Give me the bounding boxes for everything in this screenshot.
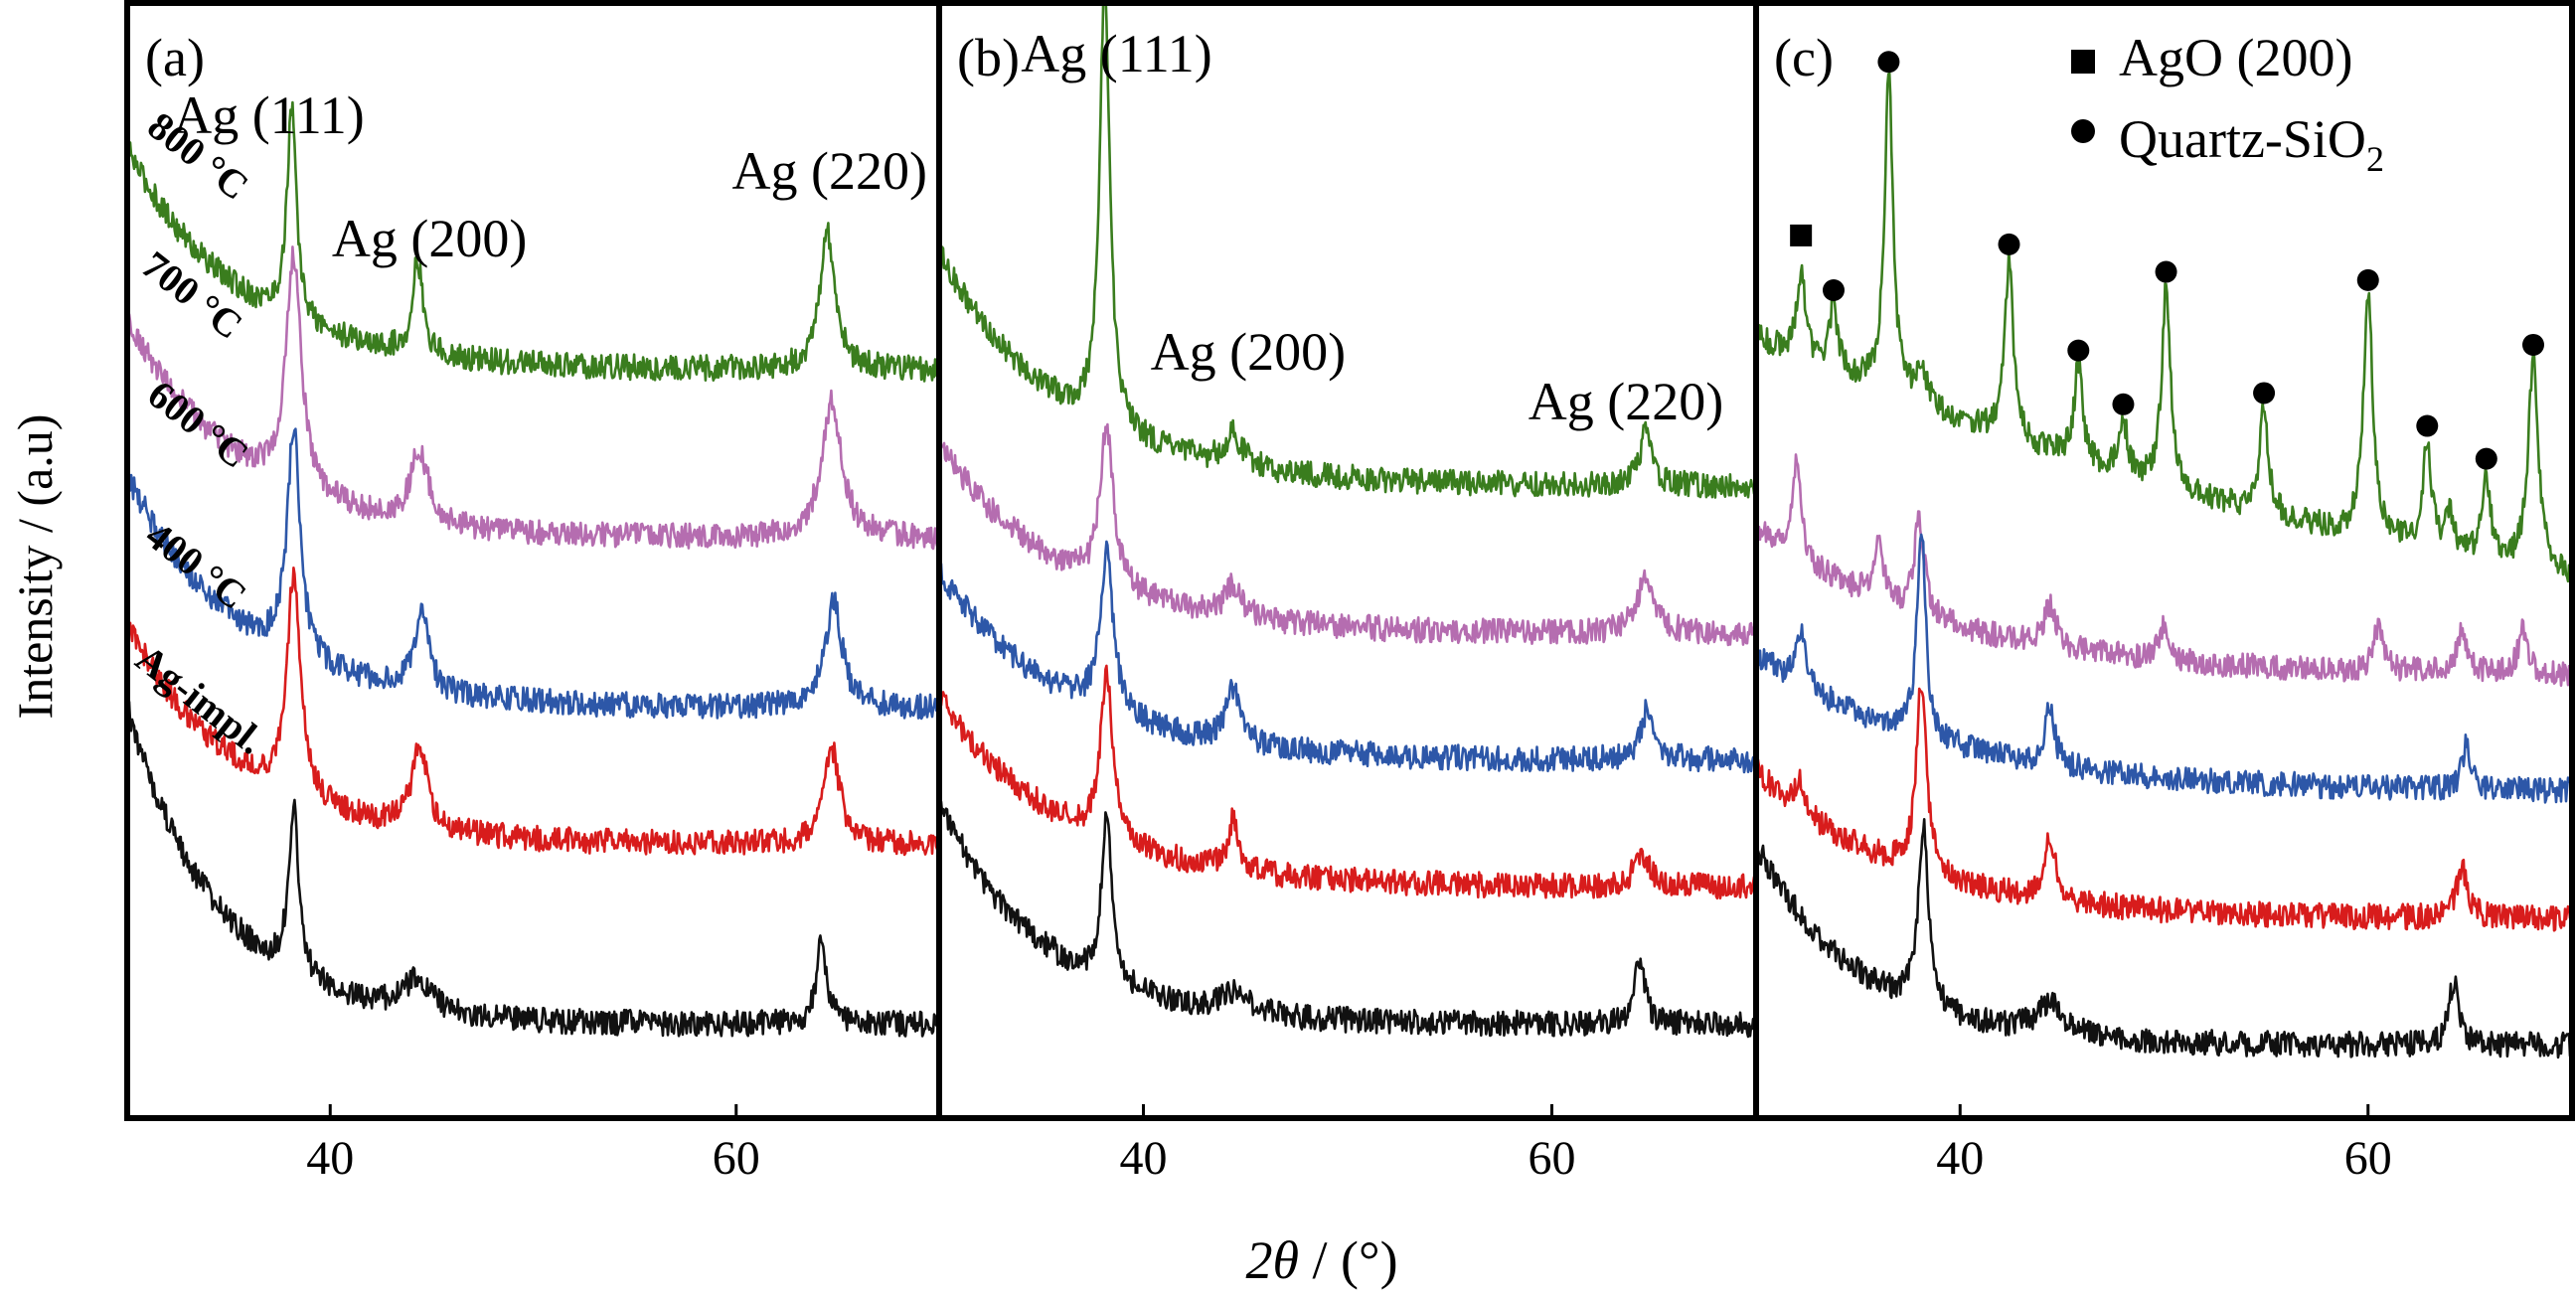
legend-quartz-subscript: 2 — [2366, 139, 2384, 179]
quartz-marker — [1822, 279, 1845, 302]
series-line — [937, 540, 1758, 774]
x-tick-label: 60 — [2344, 1132, 2392, 1185]
ago-marker — [1790, 224, 1813, 246]
legend-quartz-label: Quartz-SiO2 — [2119, 109, 2384, 179]
legend-circle-marker — [2071, 119, 2095, 143]
panel-c-curves — [1754, 72, 2574, 1059]
panel-c-x-ticks: 40 60 — [1936, 1104, 2392, 1185]
series-line — [938, 422, 1757, 647]
panel-b-label: (b) — [957, 28, 1020, 87]
series-line — [125, 100, 941, 383]
peak-annotation: Ag (220) — [731, 141, 926, 201]
temperature-label-400: 400 °C — [137, 513, 254, 618]
x-tick-label: 60 — [713, 1132, 760, 1185]
series-line — [1754, 533, 2573, 804]
series-line — [937, 0, 1758, 499]
temperature-labels: 800 °C 700 °C 600 °C 400 °C Ag-impl. — [127, 103, 272, 763]
x-tick-label: 40 — [1120, 1132, 1168, 1185]
x-axis-label: 2θ / (°) — [1245, 1230, 1397, 1290]
panel-b: Ag (111) Ag (200) Ag (220) 40 60 (b) — [937, 0, 1758, 1185]
series-line — [1754, 72, 2574, 583]
y-axis-label: Intensity / (a.u) — [7, 414, 63, 720]
panel-c-phase-markers — [1790, 51, 2545, 470]
series-line — [125, 245, 941, 551]
series-line — [125, 427, 941, 721]
panel-b-peak-annotations: Ag (111) Ag (200) Ag (220) — [1021, 24, 1723, 431]
quartz-marker — [1877, 51, 1900, 74]
x-axis-label-unit: / (°) — [1299, 1230, 1398, 1290]
quartz-marker — [2416, 414, 2439, 437]
x-tick-label: 60 — [1529, 1132, 1576, 1185]
panel-a-label: (a) — [145, 28, 205, 87]
peak-annotation: Ag (200) — [332, 209, 527, 268]
legend-quartz-text: Quartz-SiO — [2119, 109, 2366, 169]
x-tick-label: 40 — [1936, 1132, 1984, 1185]
series-line — [937, 800, 1757, 1039]
peak-annotation: Ag (220) — [1529, 372, 1723, 431]
quartz-marker — [1998, 233, 2020, 255]
x-axis-label-symbol: 2θ — [1245, 1230, 1299, 1290]
panel-c-frame — [1753, 0, 2575, 1121]
peak-annotation: Ag (200) — [1151, 322, 1346, 382]
series-line — [1754, 687, 2574, 932]
series-line — [937, 664, 1758, 900]
quartz-marker — [2155, 260, 2177, 283]
temperature-label-ag-impl: Ag-impl. — [127, 636, 272, 763]
panel-b-x-ticks: 40 60 — [1120, 1104, 1576, 1185]
quartz-marker — [2253, 382, 2276, 405]
quartz-marker — [2067, 339, 2090, 362]
series-line — [125, 700, 941, 1038]
legend-square-marker — [2071, 50, 2095, 74]
peak-annotation: Ag (111) — [173, 85, 364, 145]
series-line — [125, 567, 940, 857]
series-line — [1754, 453, 2574, 688]
peak-annotation: Ag (111) — [1021, 24, 1211, 83]
panel-b-curves — [937, 0, 1758, 1039]
temperature-label-600: 600 °C — [139, 372, 256, 477]
x-tick-label: 40 — [306, 1132, 354, 1185]
quartz-marker — [2356, 268, 2379, 291]
legend: AgO (200) Quartz-SiO2 — [2071, 28, 2384, 179]
panel-a-curves — [125, 100, 941, 1038]
legend-ago-label: AgO (200) — [2119, 28, 2352, 87]
panel-c-label: (c) — [1774, 28, 1834, 87]
quartz-marker — [2522, 333, 2545, 356]
panel-a-peak-annotations: Ag (111) Ag (200) Ag (220) — [173, 85, 927, 268]
quartz-marker — [2112, 393, 2135, 415]
temperature-label-700: 700 °C — [133, 243, 250, 348]
quartz-marker — [2475, 447, 2497, 470]
series-line — [1754, 818, 2574, 1059]
panel-c: 40 60 (c) AgO (200) Quartz-SiO2 — [1754, 28, 2574, 1185]
panel-a: Ag (111) Ag (200) Ag (220) 40 60 (a) — [125, 28, 941, 1185]
